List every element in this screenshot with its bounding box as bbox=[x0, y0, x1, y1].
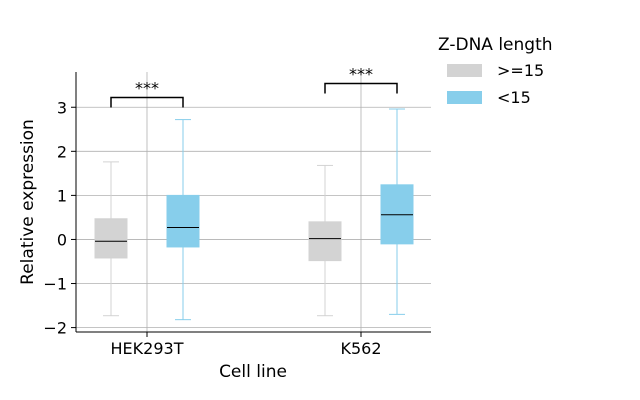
box-plot-series bbox=[94, 108, 414, 321]
box-iqr bbox=[94, 218, 128, 259]
y-tick-label: 0 bbox=[57, 230, 67, 249]
box-<15-HEK293T bbox=[166, 119, 200, 321]
significance-label: *** bbox=[349, 64, 373, 83]
legend-label: >=15 bbox=[497, 61, 544, 80]
y-tick-label: 1 bbox=[57, 186, 67, 205]
box->=15-K562 bbox=[308, 164, 342, 317]
y-tick-label: −2 bbox=[43, 319, 67, 338]
legend-title: Z-DNA length bbox=[438, 35, 553, 55]
significance-bracket-HEK293T: *** bbox=[110, 79, 184, 108]
box->=15-HEK293T bbox=[94, 161, 128, 317]
box-<15-K562 bbox=[380, 108, 414, 315]
y-tick-label: 3 bbox=[57, 98, 67, 117]
y-axis-title: Relative expression bbox=[18, 119, 38, 285]
grid-lines bbox=[76, 72, 431, 332]
bracket-line bbox=[324, 82, 398, 94]
box-iqr bbox=[166, 194, 200, 248]
legend-swatch bbox=[447, 64, 482, 77]
legend: Z-DNA length >=15 <15 bbox=[438, 35, 553, 107]
box-iqr bbox=[308, 221, 342, 262]
x-axis-title: Cell line bbox=[219, 362, 287, 382]
legend-label: <15 bbox=[497, 88, 531, 107]
x-tick-label: HEK293T bbox=[111, 339, 184, 358]
significance-bracket-K562: *** bbox=[324, 64, 398, 94]
y-tick-label: 2 bbox=[57, 142, 67, 161]
x-tick-label: K562 bbox=[340, 339, 381, 358]
significance-annotations: *** *** bbox=[110, 64, 398, 108]
axes: −2 −1 0 1 2 3 HEK293T K562 bbox=[43, 72, 431, 358]
bracket-line bbox=[110, 96, 184, 108]
significance-label: *** bbox=[135, 79, 159, 98]
legend-swatch bbox=[447, 91, 482, 104]
y-tick-label: −1 bbox=[43, 275, 67, 294]
